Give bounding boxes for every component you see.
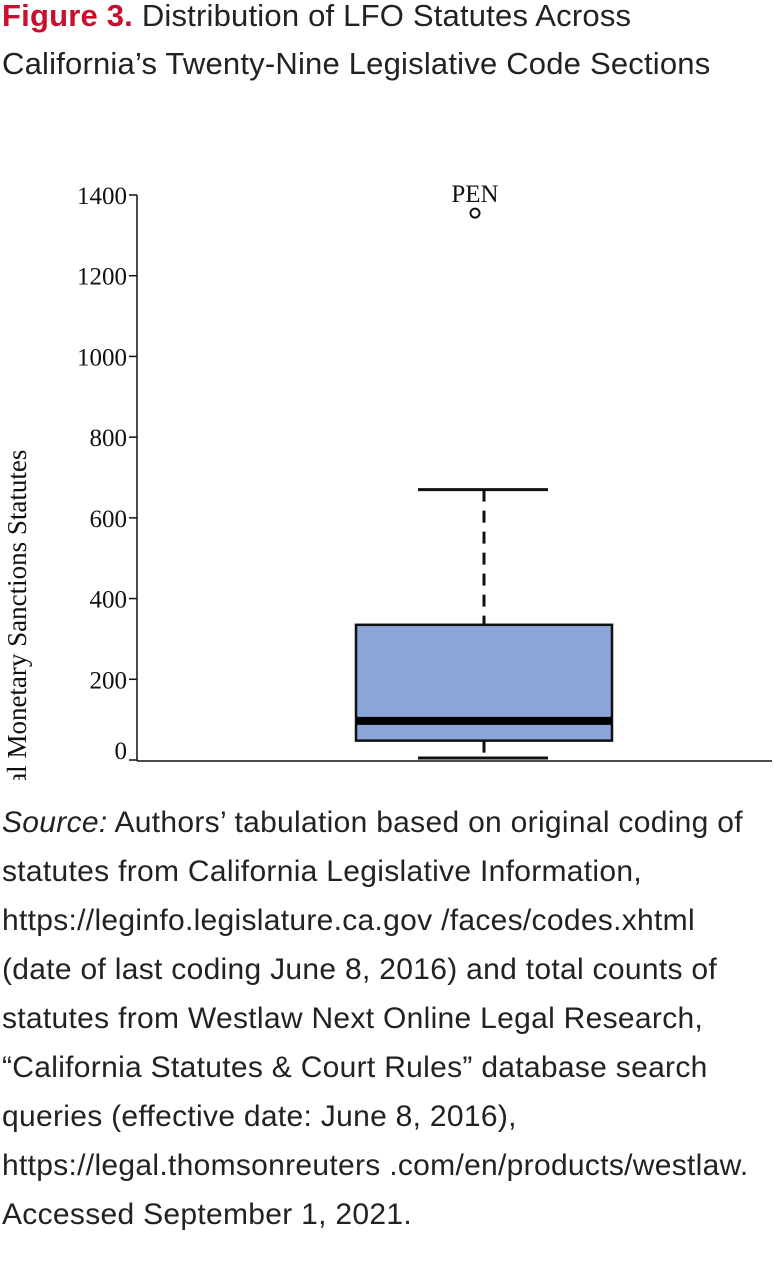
y-tick-label: 200 (90, 667, 128, 694)
source-note: Source: Authors’ tabulation based on ori… (2, 798, 772, 1239)
box-group (354, 488, 614, 760)
axes (136, 195, 772, 762)
y-tick-label: 0 (115, 738, 128, 765)
y-axis-label: Total Monetary Sanctions Statutes (2, 450, 32, 780)
y-tick-label: 600 (90, 506, 128, 533)
y-tick-label: 1400 (77, 183, 127, 210)
source-text: Authors’ tabulation based on original co… (2, 806, 749, 1231)
y-tick-label: 400 (90, 587, 128, 614)
source-lead: Source: (2, 806, 108, 839)
outliers: PEN (451, 181, 499, 219)
y-tick-label: 1000 (77, 344, 127, 371)
figure-label: Figure 3. (2, 0, 133, 33)
box-plot: Total Monetary Sanctions Statutes 0 200 40… (2, 181, 772, 780)
outlier-label: PEN (451, 181, 498, 208)
outlier-point (469, 207, 481, 219)
figure-caption: Figure 3. Distribution of LFO Statutes A… (2, 0, 772, 88)
y-tick-label: 800 (90, 425, 128, 452)
y-ticks: 0 200 400 600 800 1000 1200 1400 (77, 183, 137, 765)
figure-title: Distribution of LFO Statutes Across Cali… (2, 0, 711, 81)
y-tick-label: 1200 (77, 264, 127, 291)
